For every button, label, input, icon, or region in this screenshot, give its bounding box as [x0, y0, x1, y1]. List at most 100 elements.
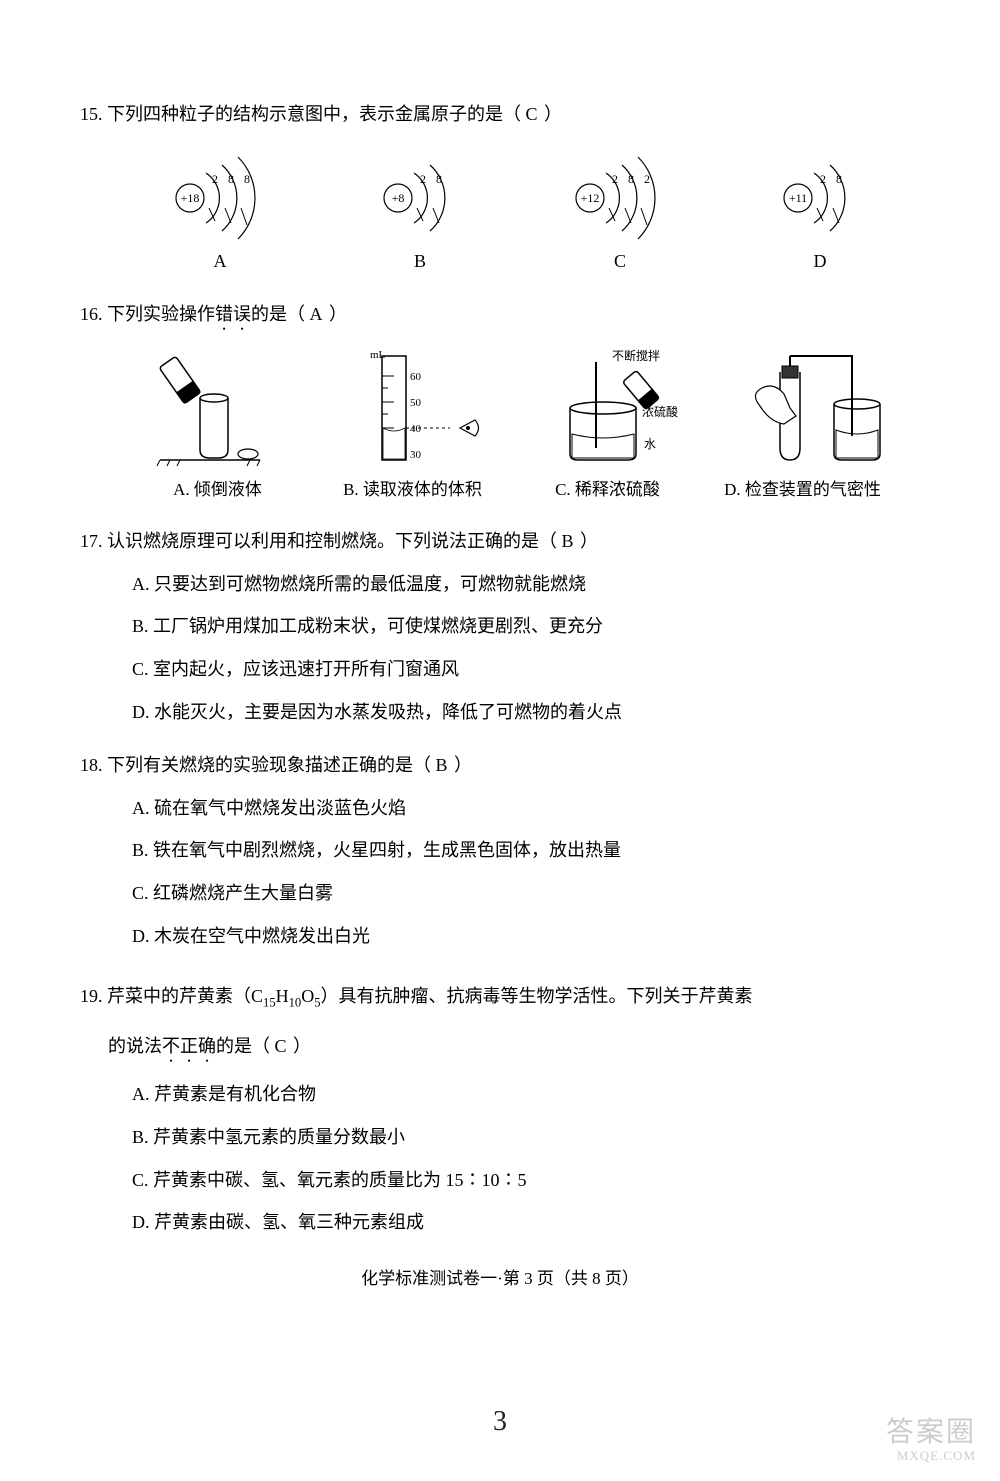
question-17: 17. 认识燃烧原理可以利用和控制燃烧。下列说法正确的是（ B ） A. 只要达… [80, 527, 920, 727]
q16-stem-mid: 的是（ [251, 304, 305, 324]
svg-text:2: 2 [420, 172, 426, 186]
q17-opt-D: D. 水能灭火，主要是因为水蒸发吸热，降低了可燃物的着火点 [132, 698, 920, 727]
q19-stem-line2: 的说法不正确的是（ C ） [108, 1032, 920, 1066]
q16-captions: A. 倾倒液体 B. 读取液体的体积 C. 稀释浓硫酸 D. 检查装置的气密性 [120, 476, 900, 503]
q15-atom-C: +12 2 8 2 C [560, 143, 680, 276]
q15-answer: C [526, 104, 540, 124]
q18-stem: 18. 下列有关燃烧的实验现象描述正确的是（ B ） [80, 751, 920, 780]
exp-A-svg [140, 348, 300, 468]
svg-text:60: 60 [410, 371, 422, 383]
question-15: 15. 下列四种粒子的结构示意图中，表示金属原子的是（ C ） +18 2 8 … [80, 100, 920, 276]
svg-text:+11: +11 [789, 191, 807, 205]
q15-atom-B: +8 2 8 B [360, 143, 480, 276]
q19-l2-before: 的说法 [108, 1036, 162, 1056]
q16-cap-A: A. 倾倒液体 [120, 476, 315, 503]
atom-D-svg: +11 2 8 [760, 143, 880, 243]
q19-options: A. 芹黄素是有机化合物 B. 芹黄素中氢元素的质量分数最小 C. 芹黄素中碳、… [132, 1080, 920, 1237]
svg-text:+12: +12 [581, 191, 600, 205]
q19-s4: ）具有抗肿瘤、抗病毒等生物学活性。下列关于芹黄素 [321, 986, 753, 1006]
question-16: 16. 下列实验操作错误的是（ A ） mL 60 50 40 30 [80, 300, 920, 503]
q16-cap-D: D. 检查装置的气密性 [705, 476, 900, 503]
q15-diagrams: +18 2 8 8 A +8 2 8 [120, 143, 920, 276]
svg-text:8: 8 [436, 172, 442, 186]
atom-C-svg: +12 2 8 2 [560, 143, 680, 243]
q17-answer: B [562, 531, 576, 551]
q15-label-A: A [214, 247, 227, 276]
q15-stem-text: 下列四种粒子的结构示意图中，表示金属原子的是（ [107, 104, 521, 124]
q18-opt-C: C. 红磷燃烧产生大量白雾 [132, 879, 920, 908]
q17-opt-C: C. 室内起火，应该迅速打开所有门窗通风 [132, 655, 920, 684]
q19-sub1: 15 [263, 995, 276, 1009]
atom-A-svg: +18 2 8 8 [160, 143, 280, 243]
watermark-sub: MXQE.COM [886, 1449, 976, 1463]
q15-stem: 15. 下列四种粒子的结构示意图中，表示金属原子的是（ C ） [80, 100, 920, 129]
svg-text:8: 8 [244, 172, 250, 186]
page-footer: 化学标准测试卷一·第 3 页（共 8 页） [80, 1265, 920, 1292]
svg-text:浓硫酸: 浓硫酸 [642, 404, 678, 419]
svg-text:8: 8 [836, 172, 842, 186]
q19-answer: C [275, 1036, 289, 1056]
q17-stem-text: 认识燃烧原理可以利用和控制燃烧。下列说法正确的是（ [107, 531, 557, 551]
q17-opt-B: B. 工厂锅炉用煤加工成粉末状，可使煤燃烧更剧烈、更充分 [132, 612, 920, 641]
q15-label-C: C [614, 247, 626, 276]
q18-opt-A: A. 硫在氧气中燃烧发出淡蓝色火焰 [132, 794, 920, 823]
exp-B-svg: mL 60 50 40 30 [340, 348, 500, 468]
question-18: 18. 下列有关燃烧的实验现象描述正确的是（ B ） A. 硫在氧气中燃烧发出淡… [80, 751, 920, 951]
atom-B-svg: +8 2 8 [360, 143, 480, 243]
handwritten-page-number: 3 [493, 1400, 507, 1445]
q15-label-D: D [814, 247, 827, 276]
q16-cap-B: B. 读取液体的体积 [315, 476, 510, 503]
svg-text:30: 30 [410, 449, 422, 461]
svg-text:+8: +8 [392, 191, 405, 205]
q19-opt-C: C. 芹黄素中碳、氢、氧元素的质量比为 15∶10∶5 [132, 1166, 920, 1195]
q18-opt-D: D. 木炭在空气中燃烧发出白光 [132, 922, 920, 951]
q19-opt-D: D. 芹黄素由碳、氢、氧三种元素组成 [132, 1208, 920, 1237]
q18-number: 18. [80, 755, 103, 775]
exp-D-svg [740, 348, 900, 468]
q15-label-B: B [414, 247, 426, 276]
q15-number: 15. [80, 104, 103, 124]
svg-text:水: 水 [644, 437, 656, 451]
exp-C-svg: 不断搅拌 浓硫酸 水 [540, 348, 700, 468]
svg-text:2: 2 [612, 172, 618, 186]
q19-sub2: 10 [289, 995, 302, 1009]
svg-text:不断搅拌: 不断搅拌 [612, 348, 660, 363]
svg-text:2: 2 [820, 172, 826, 186]
q19-emphasis: 不正确 [162, 1036, 216, 1056]
q15-stem-after: ） [544, 104, 562, 124]
q16-stem-before: 下列实验操作 [107, 304, 215, 324]
q16-diagrams: mL 60 50 40 30 不断搅拌 浓硫酸 水 [120, 348, 920, 468]
svg-text:50: 50 [410, 397, 422, 409]
svg-text:8: 8 [628, 172, 634, 186]
svg-text:+18: +18 [181, 191, 200, 205]
q18-options: A. 硫在氧气中燃烧发出淡蓝色火焰 B. 铁在氧气中剧烈燃烧，火星四射，生成黑色… [132, 794, 920, 951]
q19-opt-A: A. 芹黄素是有机化合物 [132, 1080, 920, 1109]
q16-number: 16. [80, 304, 103, 324]
q18-stem-after: ） [454, 755, 472, 775]
q17-options: A. 只要达到可燃物燃烧所需的最低温度，可燃物就能燃烧 B. 工厂锅炉用煤加工成… [132, 570, 920, 727]
q16-answer: A [310, 304, 325, 324]
q19-s3: O [301, 986, 314, 1006]
q18-opt-B: B. 铁在氧气中剧烈燃烧，火星四射，生成黑色固体，放出热量 [132, 836, 920, 865]
q17-number: 17. [80, 531, 103, 551]
q19-number: 19. [80, 986, 103, 1006]
q19-s2: H [276, 986, 289, 1006]
q19-stem-after: ） [293, 1036, 311, 1056]
q16-cap-C: C. 稀释浓硫酸 [510, 476, 705, 503]
svg-text:2: 2 [644, 172, 650, 186]
q17-opt-A: A. 只要达到可燃物燃烧所需的最低温度，可燃物就能燃烧 [132, 570, 920, 599]
q19-l2-mid: 的是（ [216, 1036, 270, 1056]
q17-stem: 17. 认识燃烧原理可以利用和控制燃烧。下列说法正确的是（ B ） [80, 527, 920, 556]
svg-text:40: 40 [410, 423, 422, 435]
q16-emphasis: 错误 [215, 304, 251, 324]
q18-stem-text: 下列有关燃烧的实验现象描述正确的是（ [107, 755, 431, 775]
svg-text:2: 2 [212, 172, 218, 186]
svg-text:8: 8 [228, 172, 234, 186]
q17-stem-after: ） [580, 531, 598, 551]
svg-text:mL: mL [370, 349, 386, 361]
q15-atom-D: +11 2 8 D [760, 143, 880, 276]
watermark-main: 答案圈 [886, 1417, 976, 1448]
q19-stem-line1: 19. 芹菜中的芹黄素（C15H10O5）具有抗肿瘤、抗病毒等生物学活性。下列关… [80, 975, 920, 1018]
q16-stem-after: ） [329, 304, 347, 324]
q18-answer: B [436, 755, 450, 775]
